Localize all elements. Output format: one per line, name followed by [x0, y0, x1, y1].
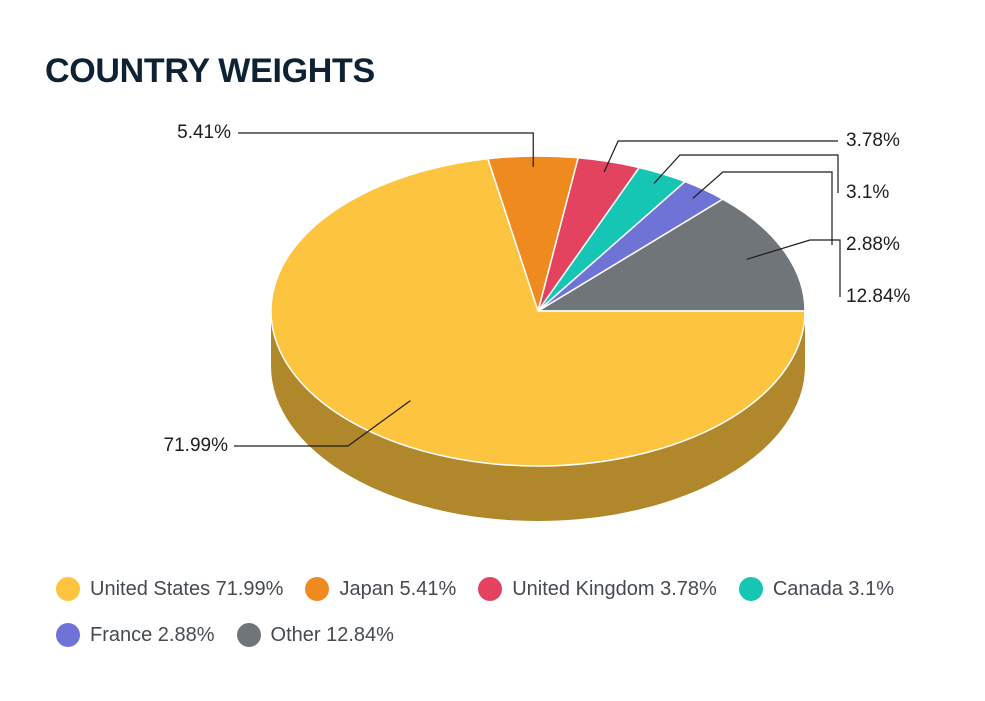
leader-line-canada	[653, 154, 839, 193]
data-labels: 5.41% 3.78% 3.1% 2.88% 12.84% 71.99%	[164, 122, 911, 456]
legend-marker	[738, 577, 763, 601]
data-label-other: 12.84%	[846, 286, 911, 307]
legend-label: United Kingdom 3.78%	[512, 578, 717, 600]
legend-label: Other 12.84%	[270, 624, 394, 646]
pie-slices	[270, 155, 806, 467]
legend-marker	[305, 577, 330, 601]
leader-line-united-states	[234, 400, 411, 447]
pie-slice-united-states[interactable]	[270, 158, 806, 467]
legend-item-japan[interactable]: Japan 5.41%	[305, 575, 456, 603]
legend-item-canada[interactable]: Canada 3.1%	[738, 575, 895, 603]
data-label-united-kingdom: 3.78%	[846, 130, 900, 151]
pie-side-united-states	[271, 311, 805, 521]
legend-marker	[478, 577, 503, 601]
legend-item-united-states[interactable]: United States 71.99%	[56, 575, 283, 603]
chart-legend: United States 71.99% Japan 5.41% United …	[56, 575, 956, 649]
data-label-japan: 5.41%	[177, 122, 231, 143]
pie-slice-other[interactable]	[537, 198, 806, 312]
chart-title: COUNTRY WEIGHTS	[45, 52, 375, 90]
data-label-canada: 3.1%	[846, 182, 889, 203]
legend-item-other[interactable]: Other 12.84%	[236, 621, 394, 649]
data-label-united-states: 71.99%	[164, 435, 229, 456]
legend-marker	[236, 623, 261, 647]
legend-label: Japan 5.41%	[339, 578, 457, 600]
leader-line-other	[746, 239, 841, 297]
data-label-france: 2.88%	[846, 234, 900, 255]
legend-label: United States 71.99%	[90, 578, 284, 600]
legend-marker	[56, 623, 80, 647]
legend-label: France 2.88%	[90, 624, 215, 646]
leader-line-japan	[238, 132, 534, 167]
pie-side-walls	[271, 311, 805, 521]
leader-line-france	[692, 171, 833, 245]
legend-item-united-kingdom[interactable]: United Kingdom 3.78%	[478, 575, 717, 603]
legend-label: Canada 3.1%	[772, 578, 895, 600]
legend-marker	[56, 577, 80, 601]
leader-line-united-kingdom	[603, 140, 838, 173]
legend-item-france[interactable]: France 2.88%	[56, 621, 215, 649]
